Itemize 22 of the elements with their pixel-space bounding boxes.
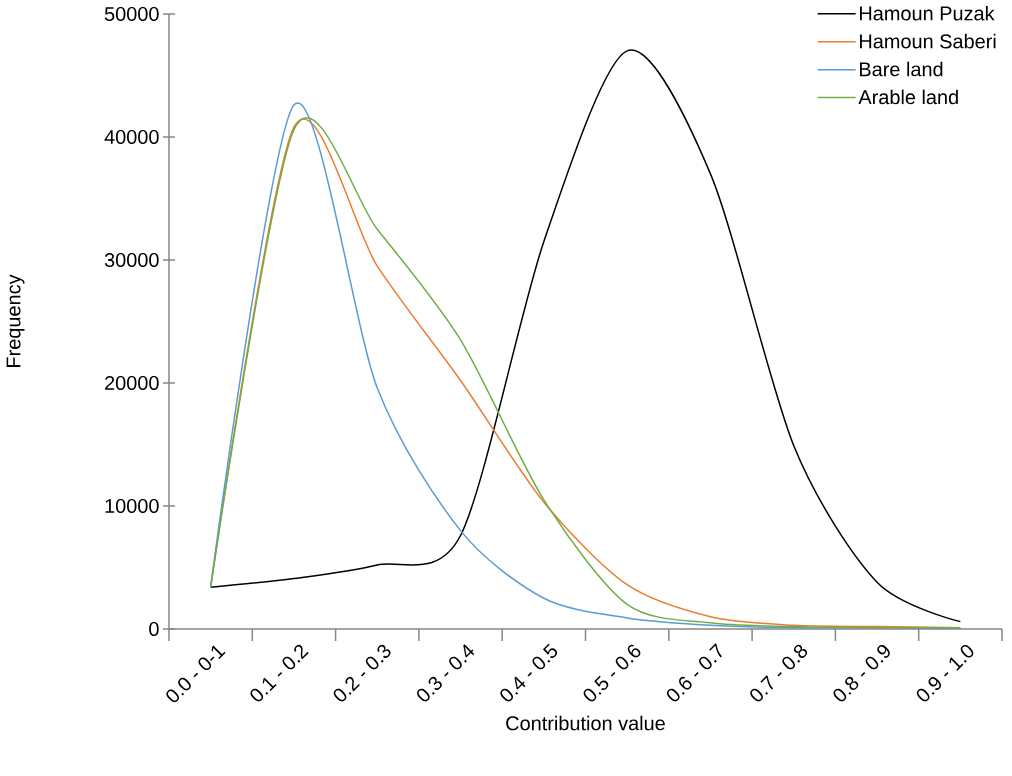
x-tick-label: 0.4 - 0.5 <box>500 643 558 702</box>
x-tick-label: 0.9 - 1.0 <box>916 644 974 702</box>
y-tick-label: 40000 <box>104 129 159 145</box>
legend-label: Bare land <box>860 61 943 77</box>
x-tick-label: 0.1 - 0.2 <box>250 644 309 702</box>
y-tick-label: 0 <box>149 621 159 637</box>
legend-label: Hamoun Puzak <box>860 5 995 21</box>
x-tick-label: 0.2 - 0.3 <box>333 644 391 702</box>
legend-label: Hamoun Saberi <box>860 33 996 49</box>
y-tick-label: 30000 <box>104 252 159 268</box>
x-tick-label: 0.6 - 0.7 <box>666 643 722 702</box>
x-tick-label: 0.7 - 0.8 <box>750 644 808 702</box>
x-axis-title: Contribution value <box>506 715 665 731</box>
y-axis-title: Frequency <box>6 274 25 367</box>
x-tick-label: 0.8 - 0.9 <box>833 645 890 702</box>
x-tick-label: 0.0 - 0-1 <box>166 645 226 703</box>
y-tick-label: 20000 <box>105 375 159 391</box>
x-tick-label: 0.3 - 0.4 <box>417 644 475 702</box>
y-tick-label: 50000 <box>104 6 159 22</box>
y-tick-label: 10000 <box>105 498 159 514</box>
legend-label: Arable land <box>858 89 958 105</box>
x-tick-label: 0.5 - 0.6 <box>583 644 641 702</box>
